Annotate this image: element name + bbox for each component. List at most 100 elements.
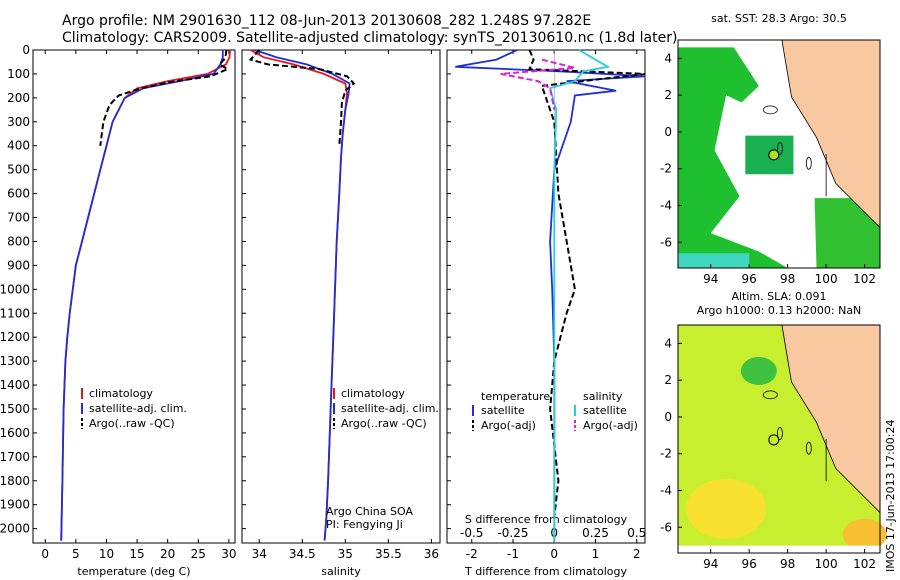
sla-high-patch	[686, 478, 767, 539]
annotation-text: Argo China SOA	[326, 505, 413, 518]
y-tick-label: 2000	[0, 522, 30, 536]
map-title: Altim. SLA: 0.091	[731, 290, 826, 303]
map-y-tick-label: 4	[664, 336, 672, 350]
y-tick-label: 1400	[0, 378, 30, 392]
sst-field-west	[678, 47, 788, 268]
x-tick-label: 2	[633, 547, 641, 561]
map-x-tick-label: 98	[780, 272, 795, 286]
y-tick-label: 500	[7, 163, 30, 177]
legend-label: satellite-adj. clim.	[89, 402, 187, 415]
map-x-tick-label: 96	[742, 557, 757, 571]
annotation-text: PI: Fengying Ji	[326, 518, 403, 531]
legend-label: Argo(..raw -QC)	[341, 417, 427, 430]
x-tick-label: 15	[129, 547, 144, 561]
series-line-climatology	[60, 49, 231, 541]
sla-blank-strip	[678, 545, 880, 553]
map-x-tick-label: 100	[815, 557, 838, 571]
map-x-tick-label: 94	[703, 272, 718, 286]
map-y-tick-label: 4	[664, 51, 672, 65]
map-y-tick-label: 2	[664, 88, 672, 102]
series-line-t-argo-adj-	[528, 49, 646, 517]
island-simeulue	[762, 390, 778, 400]
map-x-tick-label: 102	[853, 272, 876, 286]
map-y-tick-label: 0	[664, 410, 672, 424]
map-y-tick-label: 0	[664, 125, 672, 139]
y-tick-label: 1700	[0, 450, 30, 464]
y-tick-label: 1800	[0, 474, 30, 488]
x-tick-label: 20	[160, 547, 175, 561]
map-y-tick-label: -6	[660, 520, 672, 534]
map-frame-sst	[677, 39, 881, 269]
series-line-satellite-adj-clim-	[254, 49, 351, 541]
y-tick-label: 600	[7, 187, 30, 201]
island-simeulue	[762, 105, 778, 115]
sst-field-east	[814, 198, 880, 268]
x-tick-label: 0	[550, 547, 558, 561]
x-tick-label: 10	[99, 547, 114, 561]
y-tick-label: 300	[7, 115, 30, 129]
map-y-tick-label: -4	[660, 198, 672, 212]
s-tick-label: 0.25	[582, 526, 609, 540]
panel-frame-temperature-profile	[32, 49, 236, 544]
x-tick-label: 35	[338, 547, 353, 561]
island-nias	[777, 142, 783, 155]
series-line-t-satellite	[455, 49, 646, 541]
legend-label: Argo(-adj)	[481, 419, 536, 432]
x-tick-label: 5	[72, 547, 80, 561]
x-tick-label: 36	[424, 547, 439, 561]
map-y-tick-label: 2	[664, 373, 672, 387]
argo-position-marker	[768, 149, 780, 161]
x-axis-label: salinity	[321, 565, 361, 578]
map-x-tick-label: 98	[780, 557, 795, 571]
x-tick-label: 34	[252, 547, 267, 561]
island-nias	[777, 427, 783, 440]
s-tick-label: 0.5	[627, 526, 646, 540]
y-tick-label: 900	[7, 258, 30, 272]
y-tick-label: 1600	[0, 426, 30, 440]
map-x-tick-label: 102	[853, 557, 876, 571]
map-frame-sla	[677, 324, 881, 554]
legend-label: climatology	[89, 387, 153, 400]
top-axis-label: S difference from climatology	[465, 513, 628, 526]
legend-label: satellite-adj. clim.	[341, 402, 439, 415]
y-tick-label: 1300	[0, 354, 30, 368]
x-tick-label: 30	[221, 547, 236, 561]
map-y-tick-label: -6	[660, 235, 672, 249]
x-tick-label: 34.5	[289, 547, 316, 561]
legend-label: Argo(..raw -QC)	[89, 417, 175, 430]
y-tick-label: 700	[7, 211, 30, 225]
x-tick-label: 0	[41, 547, 49, 561]
y-tick-label: 800	[7, 234, 30, 248]
legend-label: Argo(-adj)	[583, 419, 638, 432]
x-tick-label: 35.5	[375, 547, 402, 561]
legend-label: satellite	[481, 404, 525, 417]
map-y-tick-label: -2	[660, 447, 672, 461]
legend-heading: temperature	[481, 390, 550, 403]
legend-label: satellite	[583, 404, 627, 417]
legend-label: climatology	[341, 387, 405, 400]
panel-frame-salinity-profile	[241, 49, 441, 544]
y-tick-label: 0	[22, 43, 30, 57]
map-x-tick-label: 96	[742, 272, 757, 286]
island-siberut	[805, 441, 812, 455]
argo-position-marker	[768, 434, 780, 446]
y-tick-label: 1900	[0, 498, 30, 512]
chart-title-line2: Climatology: CARS2009. Satellite-adjuste…	[62, 30, 678, 46]
series-line-climatology	[250, 49, 348, 541]
y-tick-label: 100	[7, 67, 30, 81]
island-siberut	[805, 156, 812, 170]
imos-timestamp: IMOS 17-Jun-2013 17:00:24	[884, 419, 897, 572]
sla-low-patch	[740, 356, 777, 385]
x-tick-label: -1	[507, 547, 519, 561]
series-line-argo-raw-qc-	[99, 49, 230, 146]
chart-title-line1: Argo profile: NM 2901630_112 08-Jun-2013…	[62, 13, 592, 29]
series-line-argo-raw-qc-	[248, 49, 356, 146]
x-tick-label: 1	[592, 547, 600, 561]
series-line-s-argo-adj-	[500, 58, 576, 110]
y-tick-label: 1000	[0, 282, 30, 296]
map-y-tick-label: -4	[660, 483, 672, 497]
s-tick-label: -0.5	[460, 526, 483, 540]
y-tick-label: 1100	[0, 306, 30, 320]
x-axis-label: T difference from climatology	[464, 565, 627, 578]
s-tick-label: -0.25	[497, 526, 528, 540]
